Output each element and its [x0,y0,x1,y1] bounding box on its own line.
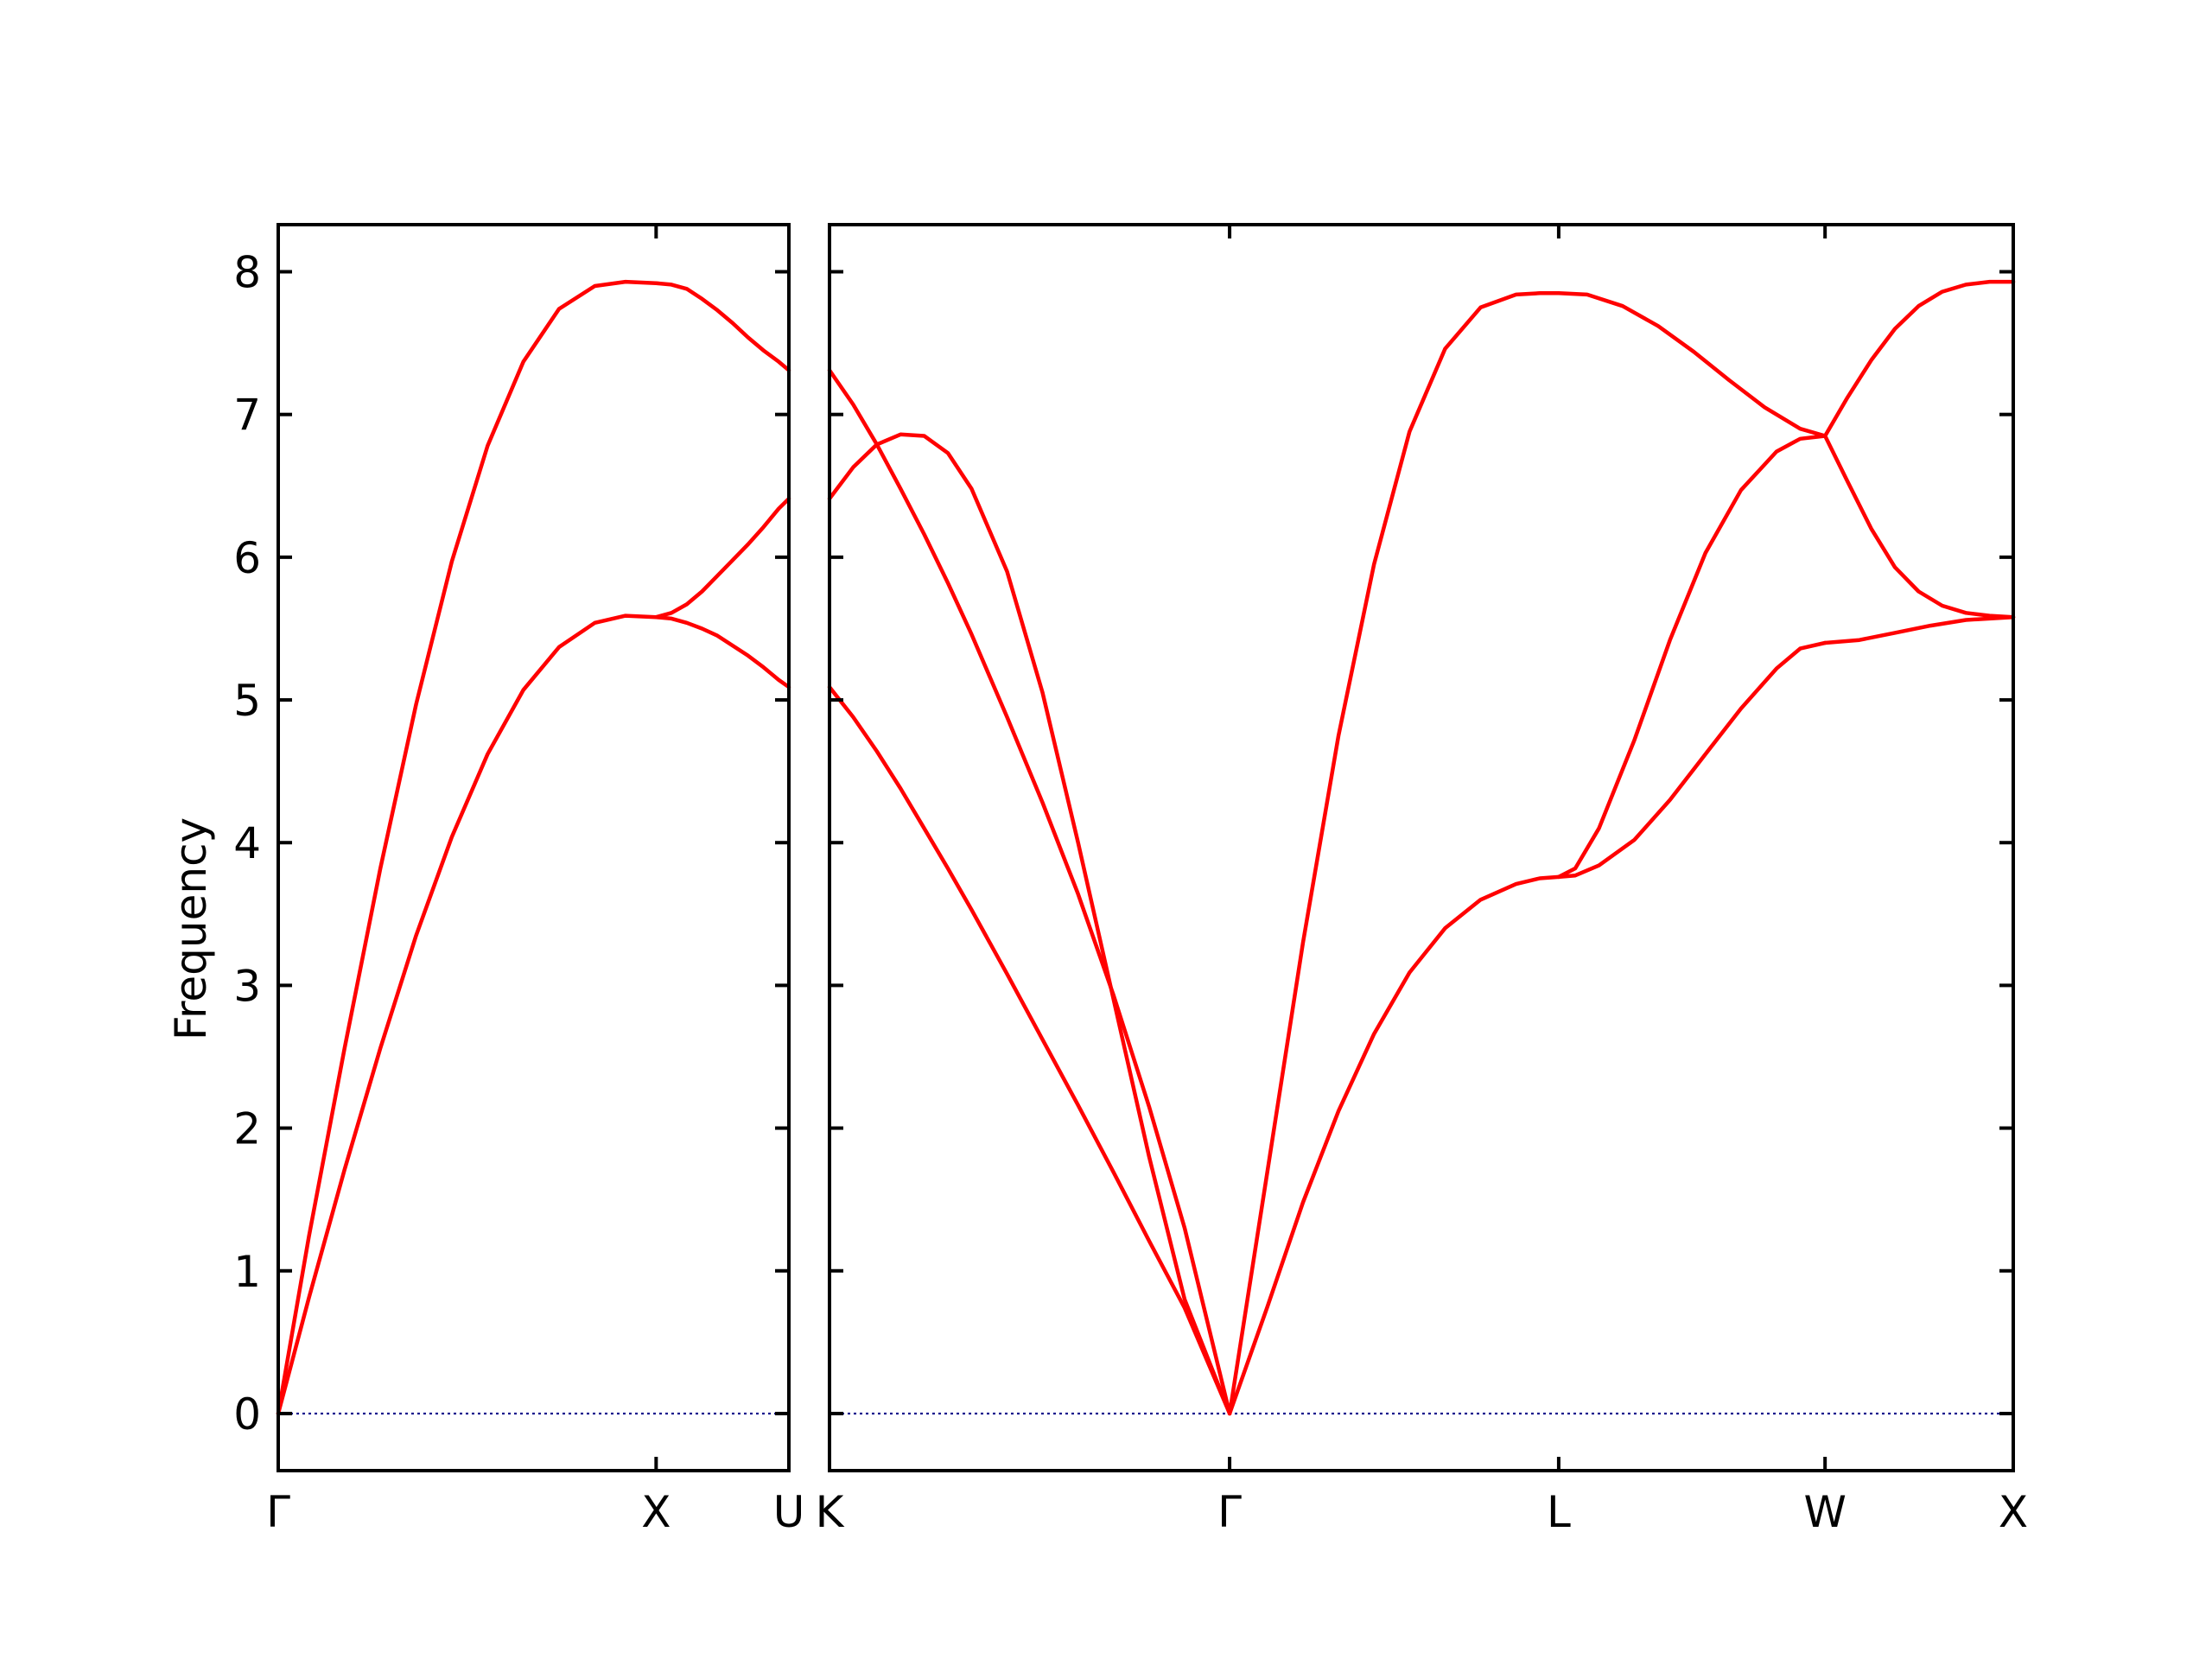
left-band-5 [654,614,791,690]
right-band-10 [1822,434,2016,620]
y-tick-label-4: 4 [233,818,261,868]
left-band-4 [654,496,791,620]
left-band-2 [276,613,658,1416]
right-band-4 [1227,291,1561,1416]
left-x-tick-label-1: Γ [266,1487,290,1537]
y-tick-label-2: 2 [233,1104,261,1154]
right-band-7 [1556,434,1827,880]
y-tick-label-8: 8 [233,248,261,298]
right-x-tick-label-2: Γ [1217,1487,1242,1537]
right-band-8 [1556,640,1827,880]
right-x-tick-label-3: L [1547,1487,1571,1537]
right-band-11 [1822,614,2016,645]
left-x-tick-label-2: X [641,1487,671,1537]
y-tick-label-3: 3 [233,961,261,1011]
right-band-9 [1822,279,2016,438]
y-tick-label-6: 6 [233,533,261,583]
right-band-2 [827,368,1232,1416]
right-x-tick-label-5: X [1999,1487,2028,1537]
y-tick-label-5: 5 [233,676,261,726]
y-tick-label-0: 0 [233,1389,261,1440]
left-x-tick-label-3: U [773,1487,805,1537]
right-band-5 [1227,874,1561,1416]
left-panel-frame [276,223,791,1472]
y-axis-title: Frequency [166,817,216,1040]
y-tick-label-1: 1 [233,1247,261,1297]
right-band-3 [827,684,1232,1416]
y-tick-label-7: 7 [233,391,261,441]
right-x-tick-label-4: W [1803,1487,1846,1537]
right-band-6 [1556,291,1827,438]
right-x-tick-label-1: K [816,1487,845,1537]
plot-layer: 0 1 2 3 4 5 6 7 8 Γ X U K Γ L W X [233,223,2028,1537]
left-band-1 [276,279,658,1416]
right-band-1 [827,432,1232,1416]
left-band-3 [654,281,791,372]
right-panel-frame [828,223,2015,1472]
